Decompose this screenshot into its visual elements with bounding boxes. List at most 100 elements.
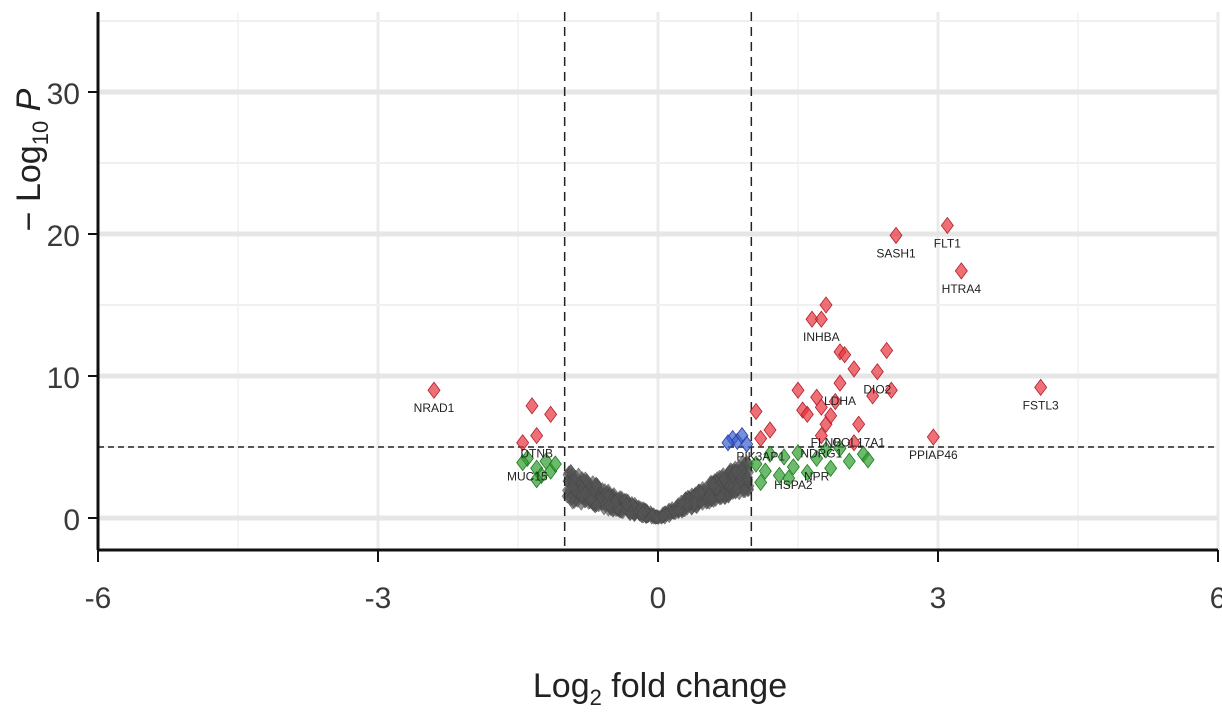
not-significant-point: [706, 492, 718, 507]
not-significant-point: [566, 479, 578, 494]
gene-label: FSTL3: [1023, 398, 1059, 412]
gene-label: PPIAP46: [909, 448, 958, 462]
log2fc-only-point: [782, 469, 796, 487]
log2fc-only-point: [777, 448, 791, 466]
log2fc-only-point: [833, 439, 847, 458]
x-tick-label: 0: [650, 582, 667, 615]
gene-label: NRAD1: [414, 401, 455, 415]
x-tick-label: 6: [1210, 582, 1222, 615]
y-tick-label: 20: [47, 220, 80, 253]
p-and-log2fc-point: [889, 226, 903, 245]
not-significant-point: [580, 485, 592, 501]
not-significant-point: [730, 464, 742, 480]
not-significant-point: [565, 491, 577, 506]
gene-label: DIO2: [863, 383, 891, 397]
p-and-log2fc-point: [884, 381, 898, 399]
x-tick-labels: -6 -3 0 3 6: [85, 582, 1222, 615]
p-and-log2fc-point: [838, 346, 852, 364]
log2fc-only-point: [758, 462, 772, 480]
log2fc-only-point: [772, 466, 786, 485]
p-and-log2fc-point: [814, 398, 828, 416]
not-significant-point: [718, 471, 730, 487]
p-and-log2fc-point: [833, 374, 847, 392]
not-significant-point: [636, 505, 648, 521]
x-tick-label: -6: [85, 582, 112, 615]
y-axis-title: − Log10 P: [10, 88, 53, 231]
p-and-log2fc-point: [814, 426, 828, 445]
grid-lines: [96, 12, 1220, 550]
log2fc-only-point: [786, 458, 800, 476]
p-and-log2fc-point: [847, 434, 861, 452]
gene-label: SASH1: [876, 246, 916, 260]
p-and-log2fc-point: [870, 363, 884, 381]
x-axis-title-subscript: 2: [590, 685, 602, 710]
gene-label: NDRG1: [800, 447, 842, 461]
y-axis-title-prefix: − Log: [10, 145, 48, 231]
not-significant-point: [739, 483, 751, 499]
log2fc-only-point: [824, 459, 838, 477]
x-axis-title-prefix: Log: [533, 667, 590, 705]
gene-label: INHBA: [803, 330, 840, 344]
not-significant-point: [591, 497, 603, 513]
not-significant-point: [603, 498, 615, 513]
log2fc-only-point: [516, 453, 530, 472]
p-and-log2fc-point: [940, 216, 954, 235]
y-tick-label: 10: [47, 362, 80, 395]
y-axis-title-subscript: 10: [28, 121, 53, 145]
log2fc-only-point: [819, 441, 833, 459]
y-axis-title-suffix: P: [10, 88, 48, 120]
p-and-log2fc-point: [763, 421, 777, 439]
p-and-log2fc-point: [754, 429, 768, 448]
not-significant-point: [689, 495, 701, 510]
p-and-log2fc-point: [852, 415, 866, 433]
not-significant-point: [657, 508, 669, 524]
p-and-log2fc-point: [954, 262, 968, 280]
not-significant-point: [590, 477, 602, 493]
p-and-log2fc-point: [749, 402, 763, 421]
p-and-log2fc-point: [516, 434, 530, 452]
p-and-log2fc-point: [544, 405, 558, 424]
x-tick-label: 3: [930, 582, 947, 615]
p-only-point: [721, 434, 735, 452]
gene-label: FLNB: [811, 435, 842, 449]
x-axis-title-suffix: fold change: [602, 667, 787, 705]
p-and-log2fc-point: [926, 428, 940, 446]
p-and-log2fc-point: [828, 392, 842, 411]
log2fc-only-point: [800, 463, 814, 482]
log2fc-only-point: [749, 455, 763, 473]
p-only-point: [740, 435, 754, 453]
p-and-log2fc-point: [824, 407, 838, 425]
p-and-log2fc-point: [427, 381, 441, 399]
not-significant-point: [715, 490, 727, 505]
p-and-log2fc-point: [791, 381, 805, 399]
log2fc-only-point: [763, 445, 777, 463]
not-significant-point: [675, 494, 687, 510]
p-and-log2fc-point: [847, 360, 861, 378]
log2fc-only-point: [754, 473, 768, 492]
gene-label: HSPA2: [774, 478, 813, 492]
not-significant-point: [707, 477, 719, 493]
not-significant-point: [579, 471, 591, 487]
log2fc-only-point: [548, 455, 562, 473]
gene-label: FLT1: [934, 236, 961, 250]
p-and-log2fc-point: [805, 310, 819, 328]
x-axis-title: Log2 fold change: [533, 667, 787, 710]
log2fc-only-point: [530, 470, 544, 489]
p-and-log2fc-point: [525, 397, 539, 415]
not-significant-points: [561, 454, 755, 525]
log2fc-only-point: [810, 449, 824, 468]
p-and-log2fc-point: [800, 405, 814, 424]
x-tick-label: -3: [365, 582, 392, 615]
gene-label: DTNB: [520, 447, 553, 461]
gene-label: COL17A1: [832, 435, 885, 449]
y-tick-label: 30: [47, 78, 80, 111]
p-and-log2fc-point: [530, 426, 544, 445]
p-and-log2fc-point: [880, 341, 894, 360]
log2fc-only-point: [791, 444, 805, 462]
y-tick-label: 0: [63, 504, 80, 537]
gene-label: HTRA4: [942, 282, 982, 296]
gene-label: NPR: [804, 469, 830, 483]
threshold-lines: [98, 12, 1218, 550]
